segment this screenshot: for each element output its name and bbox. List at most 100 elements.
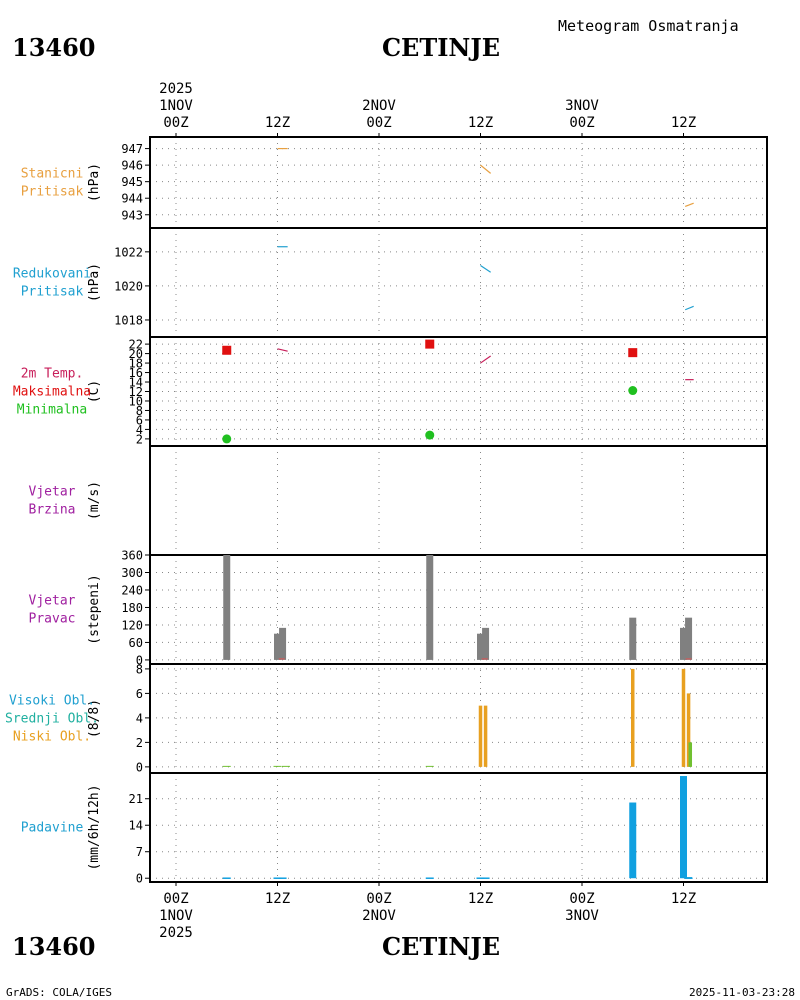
top-time-label: 12Z: [671, 115, 696, 131]
ytick-label: 1018: [114, 313, 143, 327]
ytick-label: 20: [129, 347, 143, 361]
panel-label: Vjetar: [29, 485, 76, 500]
wind-direction-bar: [685, 617, 693, 660]
top-date-label: 3NOV: [565, 98, 599, 114]
panel-frame: [149, 136, 768, 229]
panel-frame: [149, 445, 768, 556]
y-axis-label: (m/s): [87, 481, 102, 520]
max-temp-point: [425, 339, 435, 349]
panel-frame: [149, 336, 768, 447]
series-bar: [483, 705, 488, 767]
ytick-label: 21: [129, 792, 143, 806]
ytick-label: 7: [136, 845, 143, 859]
wind-direction-bar: [482, 627, 490, 660]
panel-label: Visoki Obl.: [9, 694, 95, 709]
ytick-label: 12: [129, 385, 143, 399]
series-line: [480, 264, 491, 273]
bottom-time-label: 12Z: [265, 891, 290, 907]
panel-label: Redukovani: [13, 267, 91, 282]
top-year-label: 2025: [159, 81, 193, 97]
panel-station_pressure: 943 944 945 946 947 (hPa)Stanicni Pritisak: [21, 136, 768, 229]
y-axis-label: (8/8): [87, 699, 102, 738]
panel-label: Maksimalna: [13, 385, 91, 400]
product-title: Meteogram Osmatranja: [558, 17, 739, 35]
ytick-label: 945: [121, 175, 143, 189]
series-line: [480, 164, 492, 174]
panel-label: 2m Temp.: [21, 367, 84, 382]
series-bar: [631, 668, 635, 767]
top-date-label: 1NOV: [159, 98, 193, 114]
bottom-time-label: 00Z: [366, 891, 391, 907]
y-axis-label: (mm/6h/12h): [87, 784, 102, 870]
bottom-date-label: 2NOV: [362, 908, 396, 924]
panel-label: Padavine: [21, 821, 84, 836]
ytick-label: 14: [129, 819, 143, 833]
bottom-date-label: 1NOV: [159, 908, 193, 924]
ytick-label: 0: [136, 760, 143, 774]
top-time-label: 00Z: [163, 115, 188, 131]
panels-layer: 943944945946947(hPa)StanicniPritisak1018…: [5, 136, 768, 886]
bottom-year-label: 2025: [159, 925, 193, 941]
ytick-label: 360: [121, 549, 143, 563]
y-axis-label: (hPa): [87, 263, 102, 302]
panel-label: Pritisak: [21, 285, 84, 300]
ytick-label: 1020: [114, 279, 143, 293]
y-axis-label: (stepeni): [87, 574, 102, 644]
wind-direction-bar: [629, 617, 637, 660]
panel-label: Srednji Obl.: [5, 712, 99, 727]
wind-direction-bar: [680, 627, 687, 660]
station-id-bottom: 13460: [12, 932, 96, 961]
wind-direction-bar: [279, 627, 287, 660]
ytick-label: 300: [121, 566, 143, 580]
ytick-label: 16: [129, 366, 143, 380]
max-temp-point: [222, 345, 232, 355]
panel-precipitation: 0 7 14 21 (mm/6h/12h)Padavine: [21, 772, 768, 886]
top-time-label: 12Z: [468, 115, 493, 131]
bottom-date-label: 3NOV: [565, 908, 599, 924]
panel-reduced_pressure: 1018 1020 1022 (hPa)Redukovani Pritisak: [13, 227, 768, 338]
bottom-time-label: 00Z: [163, 891, 188, 907]
min-temp-point: [222, 434, 232, 444]
ytick-label: 10: [129, 394, 143, 408]
bottom-time-label: 12Z: [468, 891, 493, 907]
bottom-time-label: 12Z: [671, 891, 696, 907]
series-line: [480, 355, 491, 364]
min-temp-point: [628, 386, 638, 396]
ytick-label: 946: [121, 159, 143, 173]
ytick-label: 6: [136, 413, 143, 427]
ytick-label: 18: [129, 357, 143, 371]
series-bar: [680, 776, 687, 879]
panel-label: Pravac: [29, 612, 76, 627]
y-axis-label: (hPa): [87, 163, 102, 202]
top-date-label: 2NOV: [362, 98, 396, 114]
footer-timestamp: 2025-11-03-23:28: [689, 986, 795, 999]
ytick-label: 8: [136, 404, 143, 418]
ytick-label: 60: [129, 636, 143, 650]
wind-direction-bar: [274, 633, 281, 660]
panel-label: Minimalna: [17, 403, 87, 418]
series-bar: [681, 668, 686, 767]
ytick-label: 2: [136, 432, 143, 446]
ytick-label: 947: [121, 142, 143, 156]
panel-frame: [149, 227, 768, 338]
min-temp-point: [425, 430, 435, 440]
ytick-label: 4: [136, 711, 143, 725]
max-temp-point: [628, 348, 638, 358]
panel-label: Niski Obl.: [13, 730, 91, 745]
series-line: [684, 305, 694, 311]
ytick-label: 944: [121, 192, 143, 206]
footer-credit: GrADS: COLA/IGES: [6, 986, 112, 999]
ytick-label: 240: [121, 583, 143, 597]
panel-frame: [149, 554, 768, 665]
panel-wind_direction: 0 60 120 180 240 300 360 (stepeni) Vjetar Pravac: [29, 549, 768, 667]
top-time-label: 00Z: [366, 115, 391, 131]
wind-direction-bar: [223, 555, 231, 660]
series-bar: [478, 705, 483, 767]
ytick-label: 4: [136, 423, 143, 437]
ytick-label: 8: [136, 662, 143, 676]
panel-label: Vjetar: [29, 594, 76, 609]
panel-label: Pritisak: [21, 185, 84, 200]
panel-label: Brzina: [29, 503, 76, 518]
